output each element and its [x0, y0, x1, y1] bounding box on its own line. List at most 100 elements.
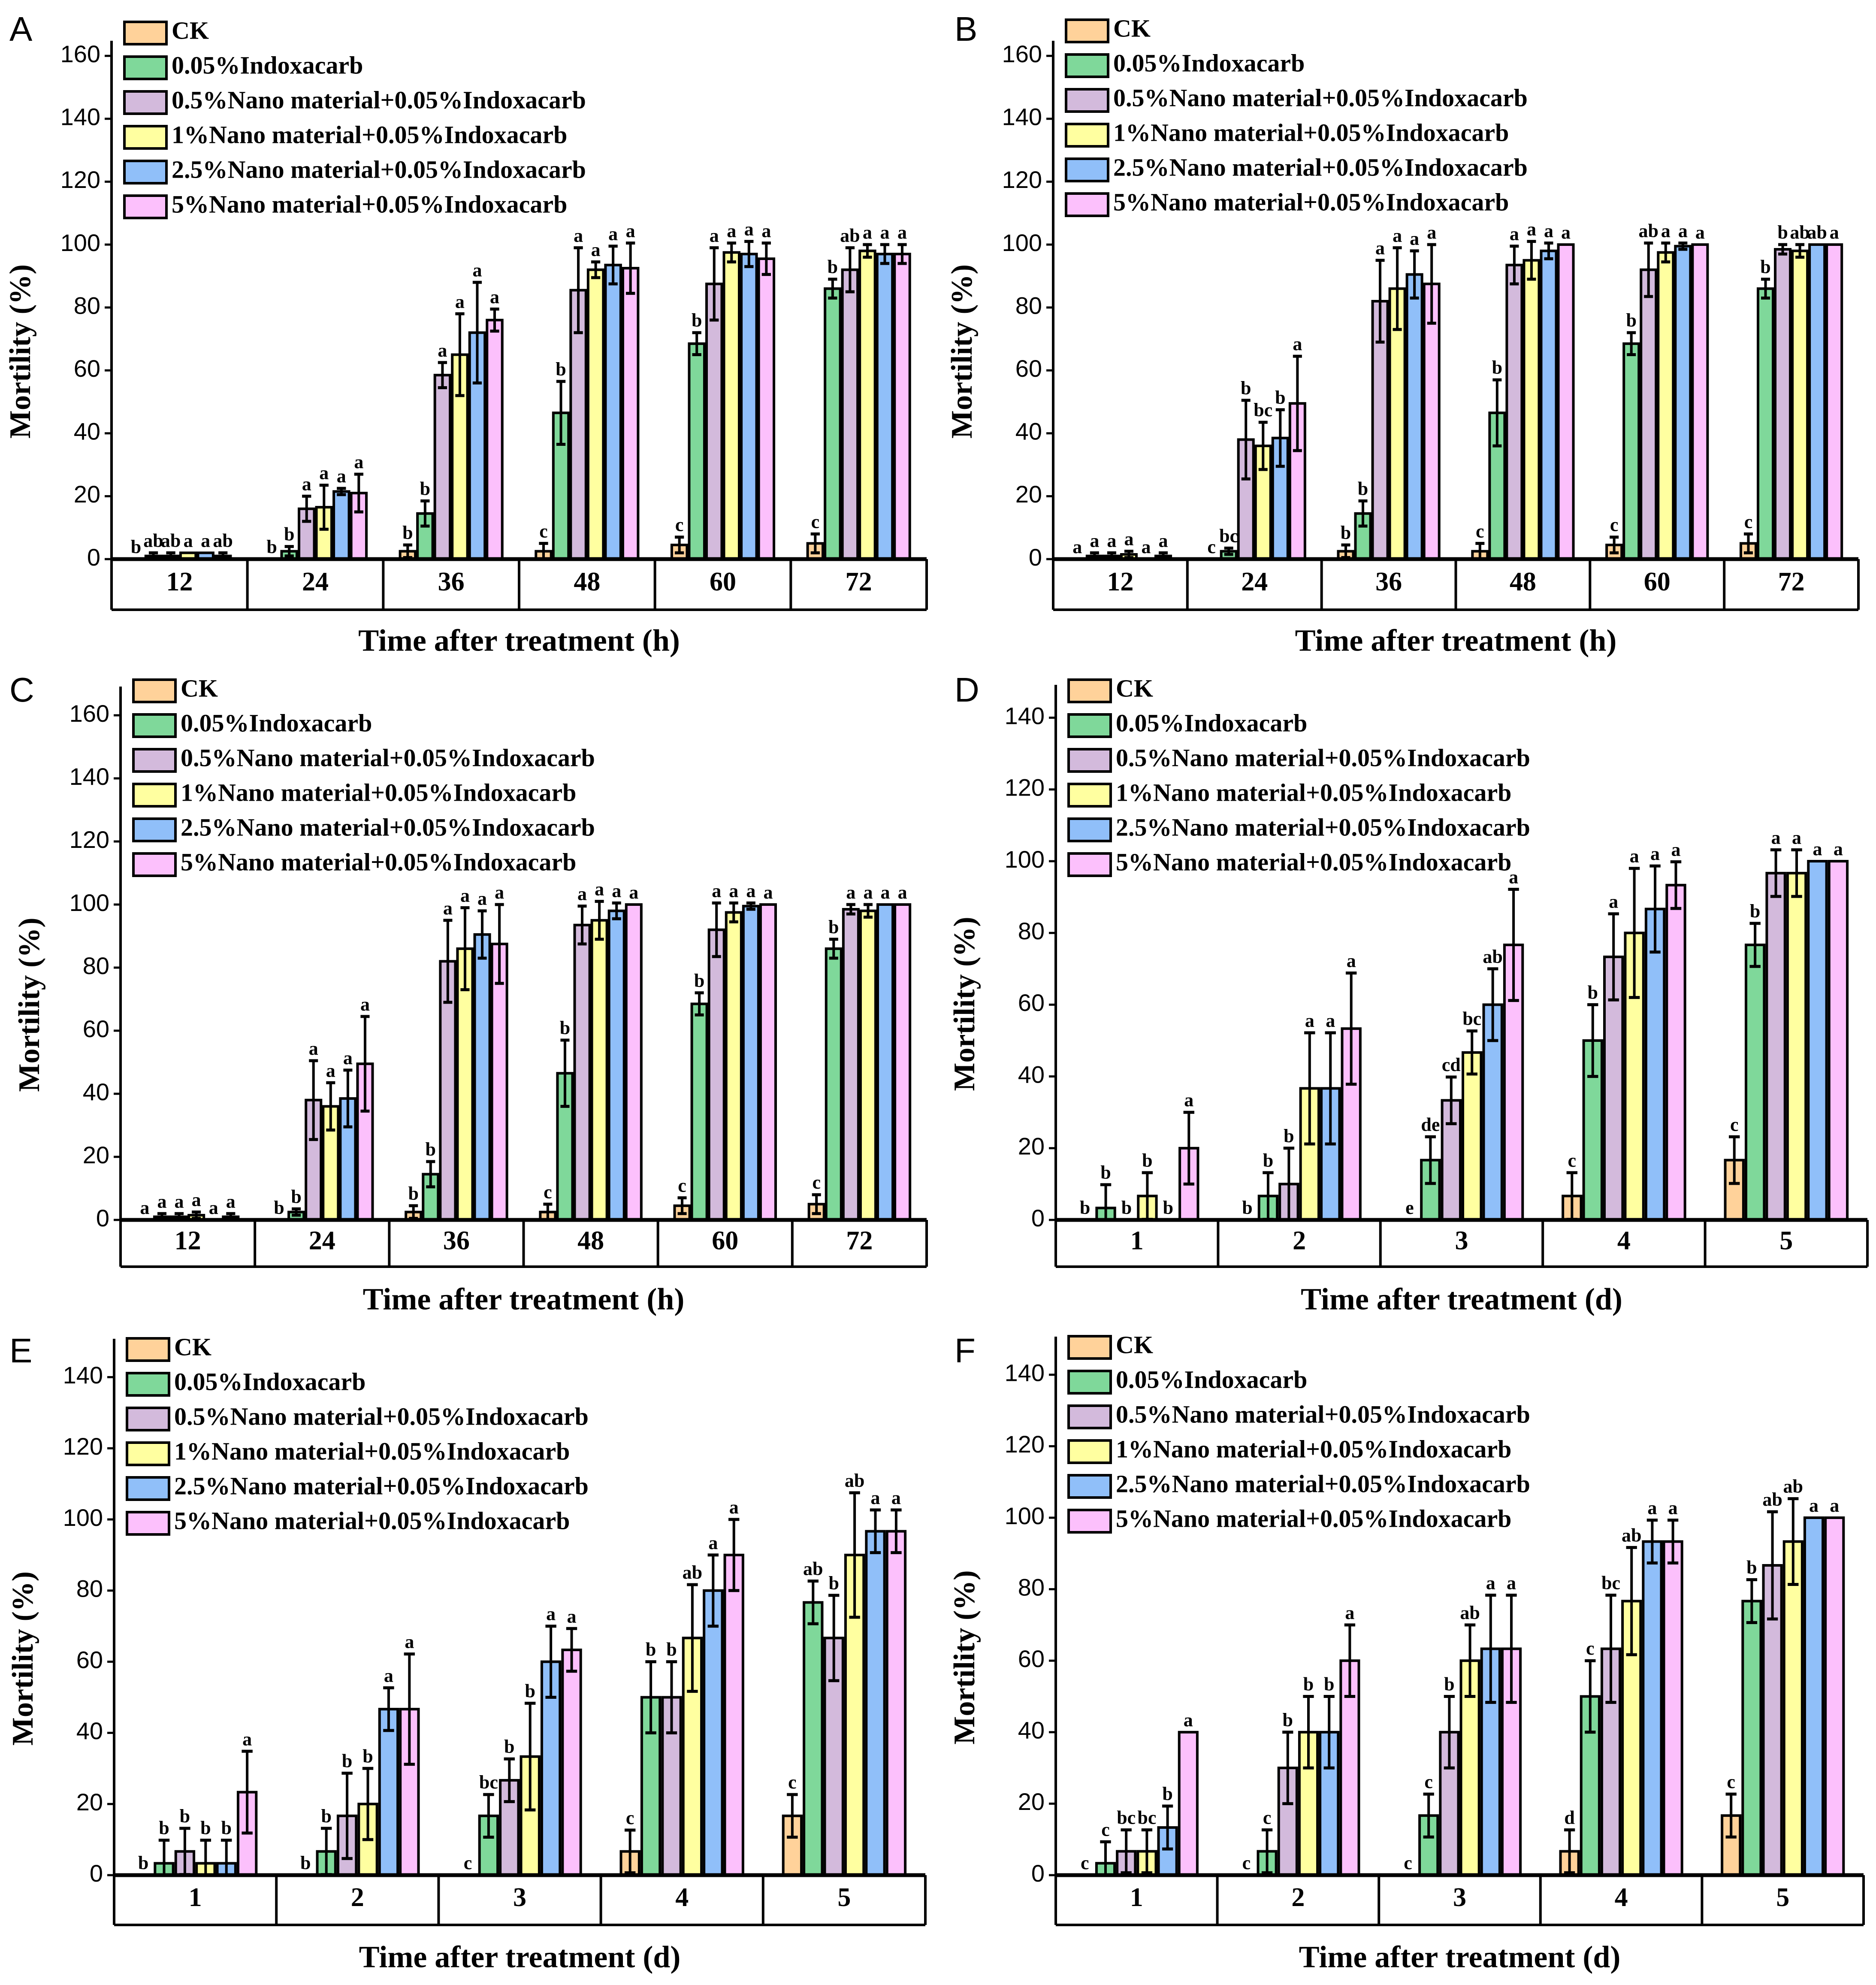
significance-letter: bc — [1601, 1573, 1620, 1594]
significance-letter: b — [1750, 901, 1760, 922]
y-tick-label: 80 — [1015, 292, 1042, 319]
significance-letter: bc — [479, 1772, 498, 1793]
significance-letter: c — [1081, 1852, 1089, 1873]
legend-swatch — [1065, 53, 1109, 78]
legend-item: 2.5%Nano material+0.05%Indoxacarb — [132, 813, 595, 842]
significance-letter: b — [1626, 310, 1636, 331]
legend-swatch — [123, 125, 168, 150]
panel-label: C — [9, 671, 34, 709]
significance-letter: c — [1586, 1638, 1595, 1659]
significance-letter: ab — [840, 225, 860, 246]
legend-label: 0.5%Nano material+0.05%Indoxacarb — [181, 744, 595, 772]
significance-letter: a — [1486, 1573, 1495, 1594]
legend-swatch — [126, 1476, 170, 1501]
legend-label: CK — [1116, 674, 1153, 702]
significance-letter: a — [871, 1487, 880, 1508]
significance-letter: a — [360, 994, 370, 1015]
significance-letter: ab — [845, 1470, 864, 1491]
significance-letter: c — [678, 1175, 686, 1196]
bar — [740, 252, 758, 560]
x-category-label: 72 — [1778, 567, 1805, 596]
x-category-label: 12 — [175, 1226, 201, 1256]
significance-letter: c — [1263, 1807, 1272, 1828]
y-axis-ticks: 0 20 40 60 80 100 120 140 160 — [60, 40, 112, 571]
y-tick-label: 40 — [1015, 418, 1042, 445]
significance-letter: a — [612, 880, 621, 901]
significance-letter: a — [319, 463, 329, 484]
y-tick-label: 80 — [1018, 1573, 1045, 1601]
y-tick-label: 140 — [1002, 103, 1042, 130]
legend-item: CK — [132, 674, 218, 703]
significance-letter: ab — [803, 1558, 823, 1580]
significance-letter: a — [460, 885, 470, 906]
significance-letter: a — [897, 222, 907, 243]
legend-label: 0.05%Indoxacarb — [1113, 49, 1305, 77]
y-tick-label: 140 — [1005, 1359, 1045, 1386]
bar — [825, 947, 843, 1221]
legend-swatch — [1067, 852, 1112, 877]
significance-letter: a — [891, 1487, 901, 1508]
bar — [885, 1530, 907, 1876]
legend-swatch — [126, 1511, 170, 1536]
legend-label: 0.5%Nano material+0.05%Indoxacarb — [1116, 744, 1530, 772]
y-tick-label: 0 — [87, 544, 100, 571]
significance-letter: c — [1744, 511, 1753, 532]
legend-label: 2.5%Nano material+0.05%Indoxacarb — [1116, 1470, 1530, 1498]
significance-letter: c — [1730, 1114, 1739, 1135]
legend-label: 1%Nano material+0.05%Indoxacarb — [1116, 1435, 1511, 1463]
significance-letter: b — [1284, 1126, 1294, 1147]
y-tick-label: 60 — [76, 1646, 103, 1673]
legend-label: 5%Nano material+0.05%Indoxacarb — [172, 190, 567, 218]
bar — [378, 1708, 399, 1876]
significance-letter: ab — [1483, 946, 1502, 967]
legend-item: 1%Nano material+0.05%Indoxacarb — [123, 121, 567, 150]
legend-label: 2.5%Nano material+0.05%Indoxacarb — [1116, 813, 1530, 841]
significance-letter: b — [266, 536, 277, 557]
legend-swatch — [1067, 1404, 1112, 1429]
legend-item: 2.5%Nano material+0.05%Indoxacarb — [123, 155, 586, 185]
bar — [876, 252, 894, 560]
significance-letter: b — [694, 970, 704, 991]
significance-letter: b — [666, 1639, 677, 1660]
x-category-label: 5 — [837, 1883, 851, 1912]
significance-letter: a — [1107, 530, 1116, 551]
significance-letter: a — [157, 1191, 166, 1212]
legend-item: 0.05%Indoxacarb — [132, 709, 372, 738]
significance-letter: b — [646, 1639, 656, 1660]
significance-letter: a — [1326, 1010, 1335, 1031]
significance-letter: de — [1421, 1114, 1440, 1135]
x-category-label: 1 — [1130, 1883, 1143, 1912]
significance-letter: c — [1568, 1150, 1577, 1171]
significance-letter: a — [1141, 536, 1151, 557]
legend-swatch — [1067, 1509, 1112, 1534]
significance-letter: a — [1544, 220, 1553, 241]
legend-item: CK — [1065, 14, 1151, 43]
y-tick-label: 0 — [1031, 1860, 1045, 1887]
y-axis-title: Mortility (%) — [948, 917, 981, 1091]
y-tick-label: 120 — [63, 1433, 103, 1460]
significance-letter: a — [574, 225, 583, 246]
y-tick-label: 100 — [69, 889, 109, 916]
significance-letter: a — [712, 880, 721, 901]
significance-letter: a — [1305, 1010, 1314, 1031]
y-axis-title: Mortility (%) — [948, 1570, 981, 1744]
legend-label: 5%Nano material+0.05%Indoxacarb — [1116, 848, 1511, 876]
legend-swatch — [132, 713, 177, 738]
significance-letter: a — [337, 466, 346, 487]
bar — [1828, 860, 1849, 1221]
bar — [803, 1601, 824, 1877]
legend-label: 2.5%Nano material+0.05%Indoxacarb — [1113, 153, 1528, 181]
bar — [1642, 1540, 1663, 1876]
legend-swatch — [1067, 1474, 1112, 1499]
bar — [703, 1589, 724, 1877]
y-tick-label: 40 — [1018, 1717, 1045, 1744]
significance-letter: b — [560, 1017, 570, 1038]
significance-letter: a — [1159, 530, 1168, 551]
significance-letter: b — [300, 1852, 311, 1873]
significance-letter: a — [302, 473, 311, 494]
significance-letter: c — [626, 1807, 634, 1828]
legend-label: 2.5%Nano material+0.05%Indoxacarb — [181, 813, 595, 841]
significance-letter: b — [200, 1818, 211, 1839]
significance-letter: a — [455, 291, 465, 312]
bar — [1665, 884, 1686, 1221]
